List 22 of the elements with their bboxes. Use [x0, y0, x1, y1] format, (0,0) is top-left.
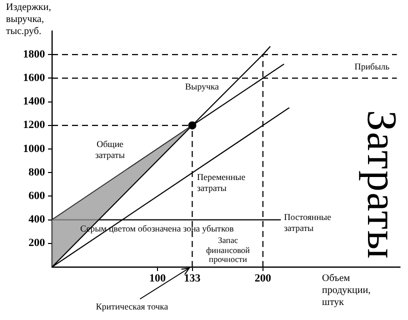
x-axis-title: Объем продукции, штук [322, 273, 372, 309]
annotation: Затраты [358, 110, 404, 260]
x-tick-label: 100 [149, 272, 166, 284]
y-tick-label: 1600 [23, 72, 46, 84]
y-tick-label: 200 [28, 237, 46, 250]
annotation: Постоянные затраты [284, 212, 332, 234]
x-tick-label: 200 [254, 272, 272, 284]
y-tick-label: 600 [28, 190, 46, 202]
text: Критическая точка [96, 302, 168, 312]
y-tick-label: 1200 [23, 119, 46, 132]
annotation: Прибыль [354, 62, 390, 72]
y-tick-label: 1400 [23, 96, 46, 108]
y-tick-label: 400 [28, 214, 46, 226]
annotation: Переменные затраты [197, 172, 246, 194]
annotation: Выручка [185, 82, 219, 92]
y-tick-label: 1000 [23, 142, 46, 155]
y-axis-title: Издержки, выручка, тыс.руб. [6, 2, 52, 38]
annotation: Запас финансовой прочности [205, 235, 251, 264]
annotation: Общие затраты [94, 139, 126, 161]
y-tick-label: 1800 [23, 48, 46, 60]
y-tick-label: 800 [28, 166, 46, 178]
x-tick-label: 133 [184, 272, 202, 284]
